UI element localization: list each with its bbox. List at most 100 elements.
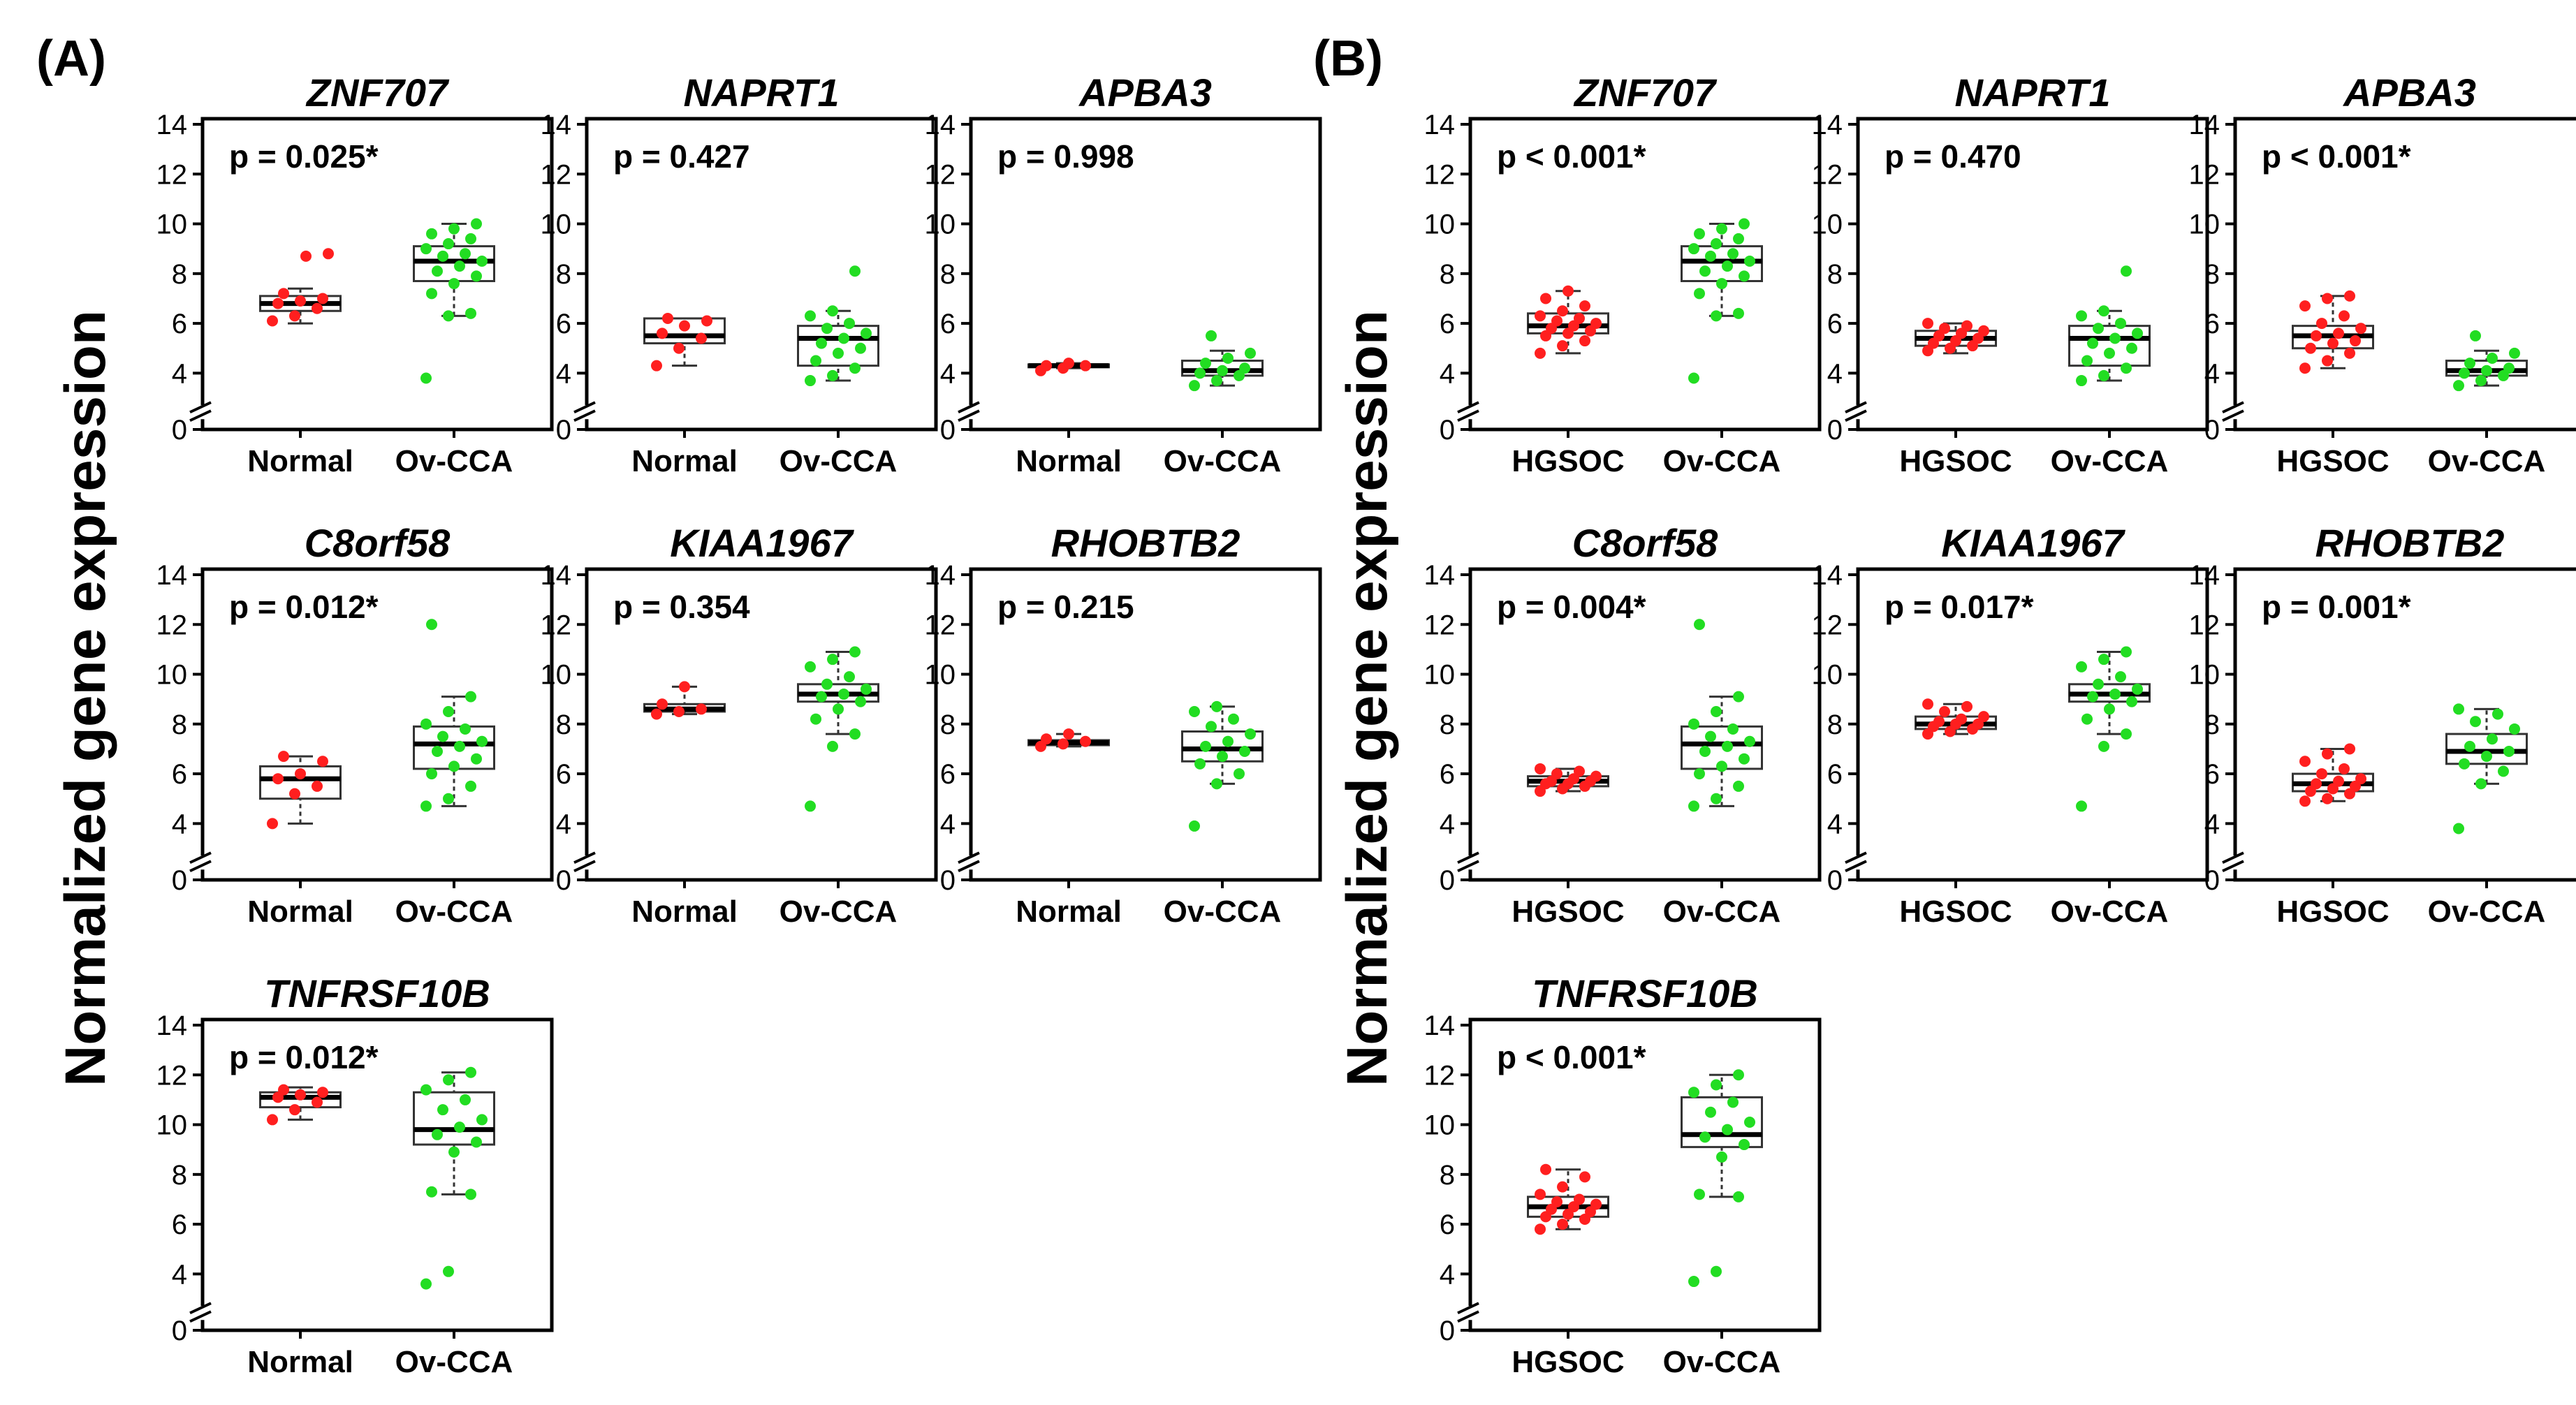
data-point <box>2081 714 2093 725</box>
data-point <box>2333 328 2344 339</box>
data-point <box>312 1096 323 1108</box>
y-tick-label: 12 <box>1812 159 1843 190</box>
data-point <box>312 303 323 314</box>
data-point <box>2087 691 2098 702</box>
y-tick-label: 6 <box>940 759 956 790</box>
y-tick-label: 14 <box>156 110 188 140</box>
p-value-label: p = 0.470 <box>1885 138 2021 175</box>
data-point <box>679 321 690 332</box>
data-point <box>1733 308 1744 319</box>
gene-title: C8orf58 <box>1572 521 1718 565</box>
y-tick-label: 8 <box>1440 709 1455 740</box>
data-point <box>1239 746 1250 757</box>
data-point <box>465 781 476 792</box>
y-tick-label: 12 <box>1424 159 1456 190</box>
y-tick-label: 0 <box>172 1316 187 1346</box>
y-tick-label: 6 <box>1827 759 1843 790</box>
y-tick-label: 10 <box>1424 660 1456 691</box>
data-point <box>2327 338 2339 349</box>
data-point <box>2121 646 2132 657</box>
y-tick-label: 12 <box>2189 159 2220 190</box>
data-point <box>673 343 685 354</box>
data-point <box>1535 348 1546 359</box>
data-point <box>1206 721 1217 732</box>
y-tick-label: 0 <box>1440 865 1455 896</box>
p-value-label: p < 0.001* <box>2262 138 2411 175</box>
y-tick-label: 12 <box>2189 610 2220 640</box>
y-tick-label: 10 <box>156 209 188 240</box>
data-point <box>1733 1069 1744 1080</box>
data-point <box>267 818 278 829</box>
data-point <box>437 251 448 262</box>
data-point <box>651 709 662 720</box>
data-point <box>2087 338 2098 349</box>
data-point <box>426 288 437 299</box>
category-label: HGSOC <box>1899 895 2012 929</box>
p-value-label: p = 0.427 <box>613 138 750 175</box>
data-point <box>1200 358 1211 369</box>
y-tick-label: 10 <box>925 660 956 691</box>
y-tick-label: 12 <box>1812 610 1843 640</box>
data-point <box>1557 1182 1568 1193</box>
data-point <box>2299 795 2311 807</box>
data-point <box>454 741 465 752</box>
data-point <box>426 768 437 779</box>
p-value-label: p = 0.354 <box>613 589 750 625</box>
data-point <box>471 219 482 230</box>
y-tick-label: 10 <box>156 1110 188 1141</box>
category-label: Ov-CCA <box>1663 895 1781 929</box>
p-value-label: p = 0.012* <box>229 589 379 625</box>
data-point <box>2081 355 2093 367</box>
data-point <box>2355 323 2366 334</box>
y-tick-label: 8 <box>172 1160 187 1191</box>
gene-title: ZNF707 <box>305 71 450 115</box>
category-label: Normal <box>631 444 738 478</box>
data-point <box>1579 1171 1590 1182</box>
data-point <box>2322 793 2333 804</box>
data-point <box>2487 733 2498 744</box>
y-tick-label: 12 <box>156 159 188 190</box>
data-point <box>2333 776 2344 787</box>
y-tick-label: 0 <box>2204 415 2220 446</box>
data-point <box>289 310 300 321</box>
data-point <box>2098 305 2109 316</box>
data-point <box>1739 1139 1750 1150</box>
y-tick-label: 4 <box>940 358 956 389</box>
data-point <box>2299 362 2311 374</box>
data-point <box>272 773 284 784</box>
y-tick-label: 10 <box>2189 660 2220 691</box>
data-point <box>833 703 844 714</box>
y-tick-label: 14 <box>1812 560 1843 591</box>
data-point <box>2098 370 2109 381</box>
data-point <box>1080 736 1091 747</box>
data-point <box>295 295 306 307</box>
y-tick-label: 4 <box>556 809 571 839</box>
y-tick-label: 10 <box>2189 209 2220 240</box>
data-point <box>312 781 323 792</box>
data-point <box>1711 1080 1722 1091</box>
category-label: Ov-CCA <box>780 895 898 929</box>
data-point <box>1705 731 1716 742</box>
data-point <box>2453 823 2464 834</box>
data-point <box>2344 348 2355 359</box>
y-tick-label: 4 <box>172 1259 187 1290</box>
data-point <box>460 1094 471 1105</box>
data-point <box>465 1067 476 1078</box>
y-tick-label: 6 <box>1440 309 1455 339</box>
data-point <box>465 233 476 244</box>
data-point <box>2076 375 2087 386</box>
y-tick-label: 4 <box>940 809 956 839</box>
y-tick-label: 6 <box>1440 759 1455 790</box>
data-point <box>673 706 685 717</box>
data-point <box>1716 760 1727 772</box>
y-tick-label: 8 <box>1827 709 1843 740</box>
category-label: Ov-CCA <box>395 1345 513 1379</box>
data-point <box>465 1189 476 1200</box>
y-tick-label: 6 <box>172 1209 187 1240</box>
data-point <box>833 348 844 359</box>
data-point <box>460 248 471 259</box>
y-tick-label: 8 <box>556 709 571 740</box>
